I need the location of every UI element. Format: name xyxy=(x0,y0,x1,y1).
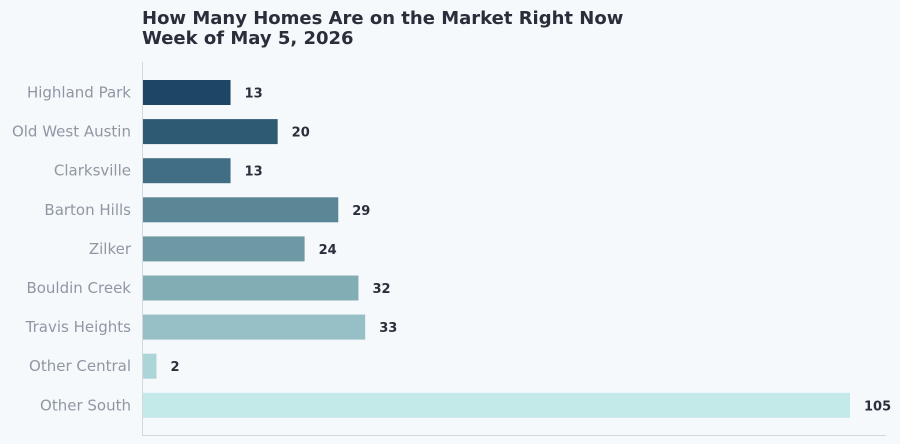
bar xyxy=(143,275,359,301)
value-label: 13 xyxy=(245,165,263,180)
bar xyxy=(143,119,278,145)
bar xyxy=(143,80,231,105)
category-label: Travis Heights xyxy=(25,318,132,336)
value-label: 24 xyxy=(319,243,337,258)
value-label: 2 xyxy=(170,360,179,375)
bar xyxy=(143,197,339,223)
chart-subtitle: Week of May 5, 2026 xyxy=(142,28,354,49)
value-label: 20 xyxy=(292,126,310,141)
value-label: 29 xyxy=(352,204,370,219)
bar xyxy=(143,314,366,340)
category-label: Zilker xyxy=(89,240,132,258)
bar xyxy=(143,392,850,418)
category-label: Old West Austin xyxy=(12,123,131,141)
bar xyxy=(143,353,157,379)
bar xyxy=(143,158,231,184)
category-label: Bouldin Creek xyxy=(26,279,131,297)
bars-group: Highland Park 13 Old West Austin 20 Clarksvi… xyxy=(12,80,891,418)
category-label: Other Central xyxy=(29,357,131,375)
category-label: Barton Hills xyxy=(44,201,131,219)
value-label: 13 xyxy=(245,87,263,102)
value-label: 32 xyxy=(372,282,390,297)
category-label: Other South xyxy=(40,396,131,414)
category-label: Clarksville xyxy=(54,162,131,180)
chart-title: How Many Homes Are on the Market Right N… xyxy=(142,8,623,29)
bar xyxy=(143,236,305,262)
category-label: Highland Park xyxy=(27,84,131,102)
value-label: 33 xyxy=(379,321,397,336)
value-label: 105 xyxy=(864,399,891,414)
